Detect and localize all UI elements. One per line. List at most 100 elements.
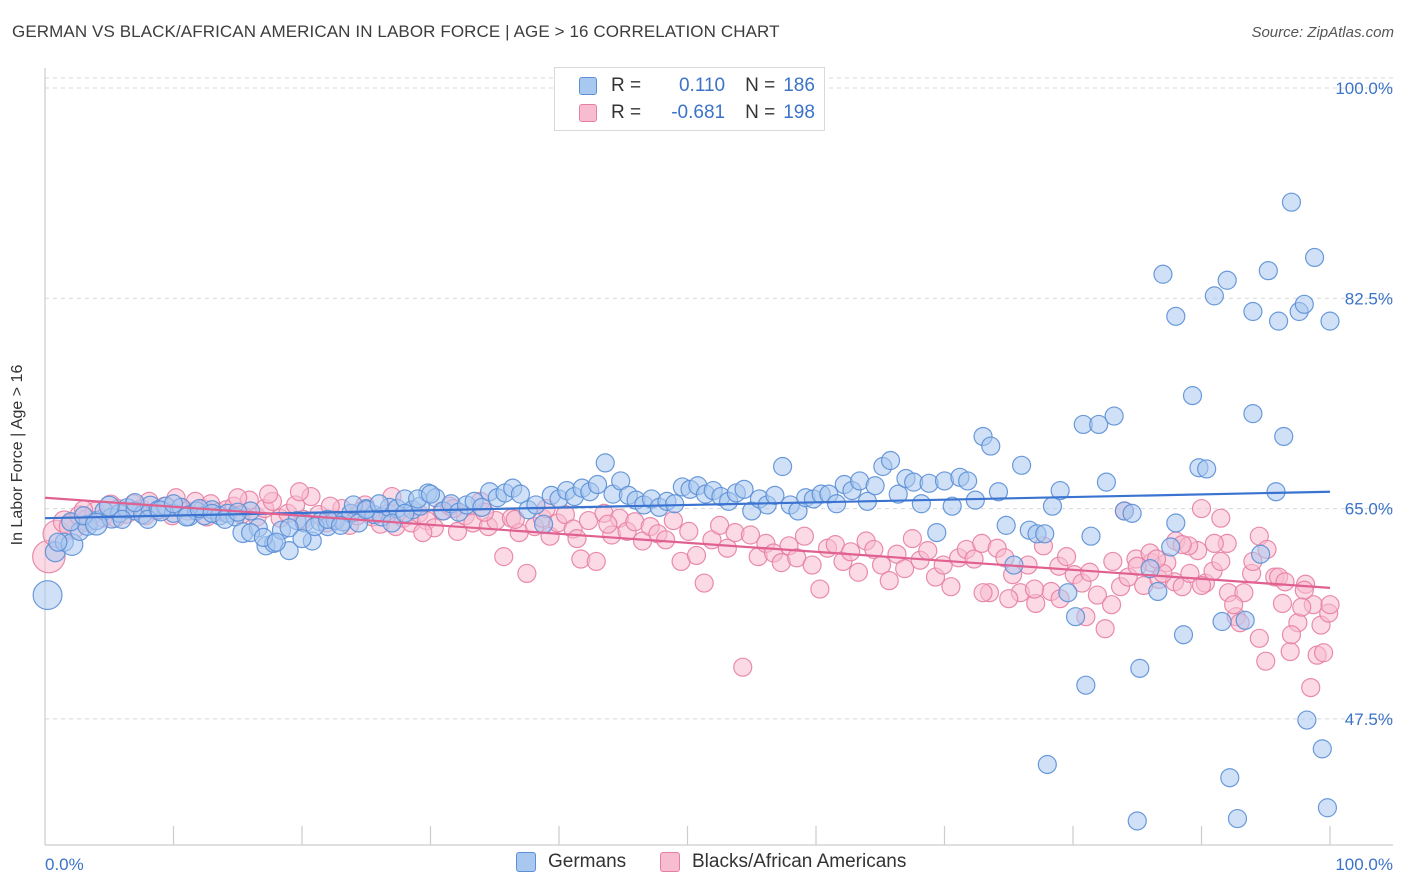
german-point [112, 509, 132, 529]
black-point [1249, 628, 1269, 648]
german-point [1153, 264, 1173, 284]
german-point [1173, 625, 1194, 645]
german-point [32, 580, 63, 611]
german-point [1197, 459, 1217, 479]
german-point [734, 479, 754, 499]
black-point [694, 573, 714, 593]
german-point [279, 518, 299, 538]
black-point [733, 657, 753, 677]
black-point [494, 547, 514, 567]
german-point [1127, 811, 1147, 831]
black-point [810, 579, 830, 599]
german-point [1035, 524, 1055, 544]
german-point [1130, 658, 1150, 678]
german-point [1076, 675, 1096, 695]
chart-title: GERMAN VS BLACK/AFRICAN AMERICAN IN LABO… [12, 22, 780, 41]
german-point [1161, 537, 1181, 557]
black-point [787, 548, 807, 568]
german-point [1320, 311, 1340, 331]
german-point [266, 532, 286, 552]
german-point [958, 471, 978, 491]
legend-row-blacks: R = -0.681 N = 198 [579, 101, 815, 125]
german-point [1037, 754, 1057, 775]
blacks-legend-swatch [660, 852, 680, 872]
black-point [289, 482, 310, 502]
german-point [330, 515, 351, 535]
black-point [864, 539, 884, 560]
y-axis-label: In Labor Force | Age > 16 [9, 364, 26, 546]
y-tick-label: 100.0% [1335, 79, 1393, 98]
black-point [598, 514, 618, 534]
german-point [1281, 192, 1302, 212]
german-point [988, 482, 1009, 502]
german-point [1317, 798, 1338, 818]
black-point [710, 515, 730, 535]
black-point [1095, 619, 1115, 639]
black-point [1101, 595, 1122, 615]
legend-item-blacks[interactable]: Blacks/African Americans [660, 851, 906, 873]
black-point [879, 571, 899, 591]
german-point [1089, 414, 1109, 435]
chart-source: Source: ZipAtlas.com [1251, 24, 1394, 41]
german-point [1011, 455, 1032, 475]
blacks-legend-label: Blacks/African Americans [692, 851, 907, 872]
germans-legend-label: Germans [548, 851, 627, 872]
german-point [48, 532, 68, 552]
black-point [941, 577, 961, 597]
black-point [1211, 508, 1231, 528]
german-point [1304, 247, 1325, 268]
black-point [973, 583, 993, 603]
y-tick-label: 82.5% [1345, 289, 1393, 308]
black-point [679, 521, 699, 541]
german-point [665, 494, 685, 514]
german-point [888, 484, 908, 504]
german-point [865, 476, 885, 496]
german-point [1122, 503, 1142, 523]
german-point [1235, 610, 1255, 630]
german-point [942, 496, 962, 516]
black-point [1087, 585, 1108, 605]
german-point [472, 497, 492, 517]
black-point [1191, 498, 1212, 519]
german-point [1243, 404, 1263, 424]
black-point [517, 563, 537, 584]
black-point [567, 529, 587, 549]
black-point [1281, 625, 1302, 645]
blacks-swatch [579, 104, 597, 122]
black-point [1191, 575, 1212, 596]
n-label: N = [745, 102, 776, 123]
german-point [1251, 544, 1271, 564]
black-point [848, 562, 869, 582]
black-point [1024, 579, 1045, 599]
german-point [1166, 306, 1186, 326]
germans-legend-swatch [516, 852, 536, 872]
german-point [510, 484, 531, 504]
german-point [1166, 513, 1186, 533]
german-point [1050, 480, 1070, 501]
german-point [1294, 294, 1314, 314]
black-point [1275, 572, 1295, 592]
german-point [1258, 261, 1278, 281]
legend-row-germans: R = 0.110 N = 186 [579, 74, 815, 98]
series-legend: Germans Blacks/African Americans [0, 851, 1406, 877]
german-point [1217, 270, 1237, 290]
german-point [996, 515, 1016, 535]
axes [44, 68, 1393, 846]
tick-labels: 100.0% 82.5% 65.0% 47.5% 0.0% 100.0% [45, 79, 1393, 874]
black-point [841, 542, 861, 562]
german-point [587, 474, 608, 495]
german-point [1058, 583, 1078, 603]
black-point [1313, 643, 1334, 663]
german-point [1274, 426, 1294, 447]
german-point [1297, 710, 1317, 730]
german-point [1081, 526, 1101, 546]
n-value-germans: 186 [783, 75, 815, 96]
german-point [981, 436, 1001, 456]
germans-swatch [579, 77, 597, 95]
german-point [880, 450, 901, 471]
black-point [586, 551, 606, 572]
r-value-germans: 0.110 [678, 75, 726, 96]
german-point [1212, 611, 1232, 632]
blacks-trend-line [44, 496, 1331, 589]
legend-item-germans[interactable]: Germans [516, 851, 626, 873]
